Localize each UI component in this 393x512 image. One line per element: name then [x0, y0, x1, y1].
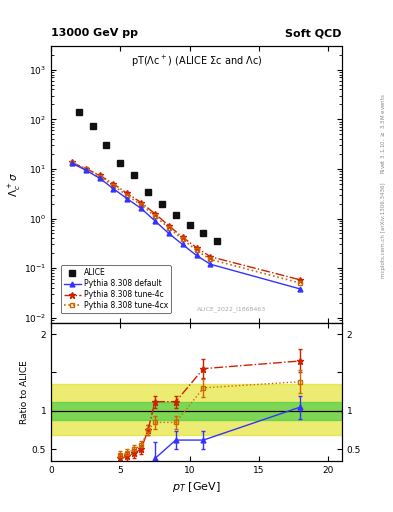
Legend: ALICE, Pythia 8.308 default, Pythia 8.308 tune-4c, Pythia 8.308 tune-4cx: ALICE, Pythia 8.308 default, Pythia 8.30…: [61, 265, 171, 313]
Pythia 8.308 tune-4cx: [298, 280, 303, 286]
Text: ALICE_2022_I1868463: ALICE_2022_I1868463: [197, 306, 266, 311]
Bar: [51, 384, 342, 435]
Pythia 8.308 default: [125, 196, 130, 202]
Bar: [51, 401, 342, 420]
Text: Rivet 3.1.10, $\geq$ 3.3M events: Rivet 3.1.10, $\geq$ 3.3M events: [379, 93, 387, 174]
Pythia 8.308 tune-4c: [70, 159, 74, 165]
ALICE: [90, 122, 95, 129]
Pythia 8.308 tune-4cx: [152, 213, 157, 219]
Pythia 8.308 default: [167, 230, 171, 237]
Pythia 8.308 tune-4cx: [194, 247, 199, 253]
Pythia 8.308 default: [208, 261, 213, 267]
ALICE: [146, 188, 151, 195]
Pythia 8.308 default: [194, 252, 199, 259]
Pythia 8.308 default: [97, 175, 102, 181]
ALICE: [215, 238, 220, 244]
ALICE: [132, 172, 136, 178]
Pythia 8.308 tune-4c: [167, 223, 171, 229]
ALICE: [173, 211, 178, 218]
ALICE: [76, 109, 81, 115]
Pythia 8.308 default: [152, 218, 157, 224]
Pythia 8.308 tune-4cx: [111, 183, 116, 189]
Pythia 8.308 tune-4cx: [125, 193, 130, 199]
Line: Pythia 8.308 tune-4cx: Pythia 8.308 tune-4cx: [70, 161, 303, 286]
ALICE: [201, 230, 206, 237]
Pythia 8.308 tune-4c: [194, 245, 199, 251]
Pythia 8.308 tune-4c: [298, 277, 303, 283]
Pythia 8.308 tune-4c: [97, 172, 102, 178]
Text: mcplots.cern.ch [arXiv:1306.3436]: mcplots.cern.ch [arXiv:1306.3436]: [381, 183, 386, 278]
Pythia 8.308 default: [83, 167, 88, 173]
Line: ALICE: ALICE: [75, 109, 221, 245]
Pythia 8.308 default: [180, 242, 185, 248]
Pythia 8.308 default: [298, 286, 303, 292]
Pythia 8.308 tune-4c: [180, 234, 185, 240]
Pythia 8.308 tune-4c: [83, 165, 88, 172]
Pythia 8.308 tune-4c: [125, 190, 130, 197]
Pythia 8.308 tune-4c: [111, 181, 116, 187]
Pythia 8.308 tune-4cx: [83, 166, 88, 172]
Pythia 8.308 default: [139, 205, 143, 211]
ALICE: [160, 201, 164, 207]
Text: Soft QCD: Soft QCD: [285, 28, 342, 38]
Y-axis label: Ratio to ALICE: Ratio to ALICE: [20, 360, 29, 423]
Pythia 8.308 default: [70, 160, 74, 166]
Pythia 8.308 tune-4cx: [167, 225, 171, 231]
Pythia 8.308 tune-4c: [152, 210, 157, 217]
ALICE: [118, 160, 123, 166]
Pythia 8.308 default: [111, 186, 116, 192]
Pythia 8.308 tune-4cx: [139, 202, 143, 208]
Pythia 8.308 tune-4c: [208, 253, 213, 260]
Text: 13000 GeV pp: 13000 GeV pp: [51, 28, 138, 38]
Pythia 8.308 tune-4cx: [208, 257, 213, 263]
Y-axis label: $\Lambda_c^+\sigma$: $\Lambda_c^+\sigma$: [6, 172, 22, 197]
Line: Pythia 8.308 default: Pythia 8.308 default: [70, 161, 303, 291]
ALICE: [104, 142, 109, 148]
Pythia 8.308 tune-4cx: [180, 237, 185, 243]
X-axis label: $p_T$ [GeV]: $p_T$ [GeV]: [172, 480, 221, 494]
Line: Pythia 8.308 tune-4c: Pythia 8.308 tune-4c: [68, 159, 304, 283]
Pythia 8.308 tune-4cx: [97, 174, 102, 180]
Pythia 8.308 tune-4cx: [70, 160, 74, 166]
Pythia 8.308 tune-4c: [139, 200, 143, 206]
Text: pT($\Lambda$c$^+$) (ALICE $\Sigma$c and $\Lambda$c): pT($\Lambda$c$^+$) (ALICE $\Sigma$c and …: [131, 54, 262, 70]
ALICE: [187, 222, 192, 228]
